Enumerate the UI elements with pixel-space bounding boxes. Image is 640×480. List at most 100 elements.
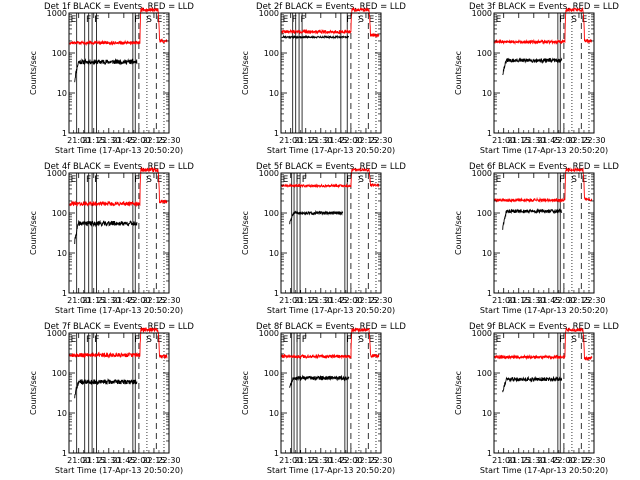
plot-frame (280, 332, 382, 454)
flag-label: F (300, 15, 305, 25)
x-tick-label: 22:15 (354, 296, 377, 305)
panel-title: Det 9f BLACK = Events, RED = LLD (469, 322, 619, 332)
y-tick-label: 100 (52, 209, 67, 218)
panel-title: Det 3f BLACK = Events, RED = LLD (469, 2, 619, 12)
flag-label: S (358, 335, 364, 345)
x-tick-label: 21:15 (507, 296, 530, 305)
plot-frame (68, 172, 170, 294)
panel-title: Det 7f BLACK = Events, RED = LLD (44, 322, 194, 332)
flag-label: E (369, 335, 375, 345)
plot-frame (493, 172, 595, 294)
x-axis-label: Start Time (17-Apr-13 20:50:20) (55, 306, 183, 315)
plot-frame (493, 332, 595, 454)
flag-label: E (157, 15, 163, 25)
x-tick-label: 21:45 (112, 456, 135, 465)
y-tick-label: 100 (264, 209, 279, 218)
plot-frame (68, 12, 170, 134)
y-axis-label: Counts/sec (29, 371, 38, 415)
y-tick-label: 10 (269, 409, 279, 418)
x-tick-label: 21:00 (492, 136, 515, 145)
series-lld (281, 327, 380, 360)
y-tick-label: 1 (274, 449, 279, 458)
x-tick-label: 21:30 (97, 136, 120, 145)
x-axis-label: Start Time (17-Apr-13 20:50:20) (480, 466, 608, 475)
y-tick-label: 1000 (472, 169, 492, 178)
y-tick-label: 1000 (47, 9, 67, 18)
x-tick-label: 21:45 (324, 456, 347, 465)
y-tick-label: 1000 (259, 329, 279, 338)
flag-label: E (283, 175, 289, 185)
flag-label: E (283, 15, 289, 25)
series-events (74, 57, 138, 83)
flag-label: E (582, 175, 588, 185)
y-axis-label: Counts/sec (29, 211, 38, 255)
flag-label: E (157, 175, 163, 185)
x-tick-label: 22:15 (142, 136, 165, 145)
x-tick-label: 22:15 (567, 136, 590, 145)
x-tick-label: 21:30 (97, 296, 120, 305)
flag-label: F (296, 175, 301, 185)
flag-label: E (369, 15, 375, 25)
y-tick-label: 10 (57, 409, 67, 418)
series-lld (494, 166, 593, 204)
x-tick-label: 21:30 (309, 296, 332, 305)
x-tick-label: 22:00 (339, 296, 362, 305)
x-tick-label: 22:15 (142, 456, 165, 465)
x-tick-label: 21:15 (294, 456, 317, 465)
detector-panel-7: Det 7f BLACK = Events, RED = LLD Counts/s… (29, 322, 194, 475)
x-tick-label: 22:30 (582, 296, 605, 305)
series-lld (494, 6, 593, 46)
detector-panel-1: Det 1f BLACK = Events, RED = LLD Counts/s… (29, 2, 194, 155)
y-tick-label: 100 (52, 369, 67, 378)
flag-label: F (302, 175, 307, 185)
series-events (502, 57, 563, 76)
x-axis-label: Start Time (17-Apr-13 20:50:20) (267, 306, 395, 315)
panel-title: Det 2f BLACK = Events, RED = LLD (256, 2, 406, 12)
flag-label: F (559, 175, 564, 185)
x-tick-label: 21:15 (82, 136, 105, 145)
flag-label: F (292, 15, 297, 25)
x-tick-label: 22:30 (369, 456, 392, 465)
x-axis-label: Start Time (17-Apr-13 20:50:20) (480, 306, 608, 315)
x-tick-label: 22:30 (157, 136, 180, 145)
detector-panel-4: Det 4f BLACK = Events, RED = LLD Counts/s… (29, 162, 194, 315)
series-events (502, 375, 563, 393)
y-tick-label: 1000 (47, 169, 67, 178)
flag-label: E (496, 15, 502, 25)
flag-label: F (86, 175, 91, 185)
series-events (289, 209, 344, 225)
flag-label: E (71, 15, 77, 25)
x-tick-label: 22:30 (369, 136, 392, 145)
y-tick-label: 10 (269, 89, 279, 98)
y-tick-label: 100 (477, 369, 492, 378)
y-tick-label: 1 (487, 289, 492, 298)
x-tick-label: 21:30 (309, 456, 332, 465)
y-tick-label: 1 (62, 129, 67, 138)
detector-panel-5: Det 5f BLACK = Events, RED = LLD Counts/s… (241, 162, 406, 315)
flag-label: F (346, 335, 351, 345)
y-axis-label: Counts/sec (29, 51, 38, 95)
panel-title: Det 8f BLACK = Events, RED = LLD (256, 322, 406, 332)
series-lld (69, 166, 168, 208)
x-tick-label: 22:15 (354, 456, 377, 465)
panel-title: Det 5f BLACK = Events, RED = LLD (256, 162, 406, 172)
y-tick-label: 100 (477, 49, 492, 58)
detector-panel-8: Det 8f BLACK = Events, RED = LLD Counts/s… (241, 322, 406, 475)
y-tick-label: 100 (52, 49, 67, 58)
x-tick-label: 22:15 (142, 296, 165, 305)
x-tick-label: 22:00 (339, 456, 362, 465)
detector-panel-6: Det 6f BLACK = Events, RED = LLD Counts/s… (454, 162, 619, 315)
y-tick-label: 1 (274, 289, 279, 298)
x-tick-label: 22:30 (582, 136, 605, 145)
flag-label: F (94, 335, 99, 345)
series-events (74, 377, 138, 399)
x-tick-label: 21:30 (97, 456, 120, 465)
plot-frame (280, 172, 382, 294)
x-tick-label: 22:30 (369, 296, 392, 305)
flag-label: F (346, 175, 351, 185)
flag-label: S (358, 175, 364, 185)
flag-label: S (571, 335, 577, 345)
x-tick-label: 21:15 (507, 136, 530, 145)
x-tick-label: 21:00 (67, 456, 90, 465)
x-axis-label: Start Time (17-Apr-13 20:50:20) (55, 466, 183, 475)
